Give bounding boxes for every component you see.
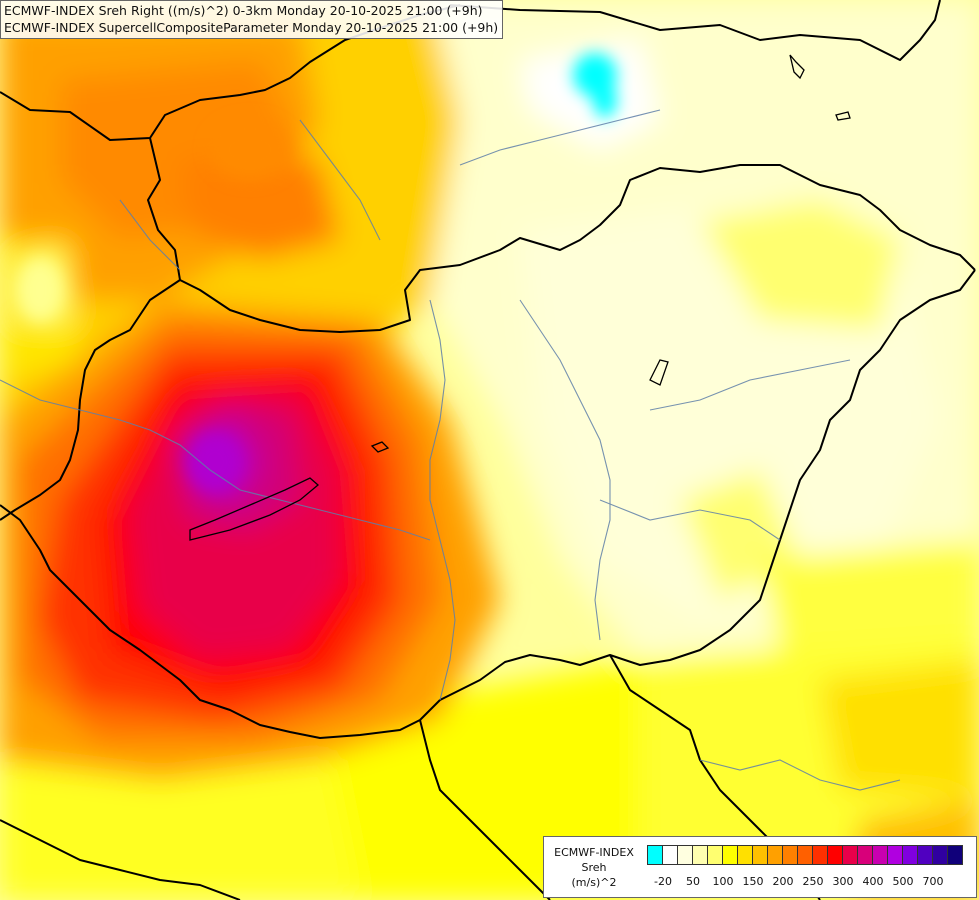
legend-swatch: [902, 845, 918, 865]
legend-tick-label: 250: [802, 875, 824, 888]
legend-swatch: [767, 845, 783, 865]
legend-swatch: [782, 845, 798, 865]
legend-tick-label: -20: [654, 875, 672, 888]
title-line-scp: ECMWF-INDEX SupercellCompositeParameter …: [4, 20, 499, 35]
legend-ticks: -20 50 100 150 200 250 300 400 500 700: [647, 875, 977, 889]
legend-swatch: [842, 845, 858, 865]
sreh-detail-patches: [18, 53, 617, 492]
legend-swatch: [662, 845, 678, 865]
legend-swatch: [752, 845, 768, 865]
legend-swatch: [887, 845, 903, 865]
legend-swatch: [722, 845, 738, 865]
legend-tick-label: 100: [712, 875, 734, 888]
legend-swatch: [737, 845, 753, 865]
legend-swatch: [857, 845, 873, 865]
legend-model: ECMWF-INDEX: [554, 846, 634, 859]
legend-swatch: [827, 845, 843, 865]
lakes: [189, 54, 851, 541]
legend-swatch: [647, 845, 663, 865]
legend-swatch: [932, 845, 948, 865]
legend-swatch: [917, 845, 933, 865]
legend-swatch: [947, 845, 963, 865]
legend-tick-label: 700: [922, 875, 944, 888]
legend-swatch: [677, 845, 693, 865]
map-title-box: ECMWF-INDEX Sreh Right ((m/s)^2) 0-3km M…: [0, 0, 504, 39]
legend-variable: Sreh: [581, 861, 607, 874]
legend-tick-label: 50: [686, 875, 700, 888]
legend-swatch: [707, 845, 723, 865]
legend-swatch: [872, 845, 888, 865]
color-scale-legend: ECMWF-INDEX Sreh (m/s)^2 -20 50 100 150 200 2…: [543, 836, 977, 898]
legend-unit: (m/s)^2: [571, 876, 617, 889]
legend-swatch: [797, 845, 813, 865]
legend-tick-label: 400: [862, 875, 884, 888]
legend-tick-label: 150: [742, 875, 764, 888]
rivers: [0, 109, 901, 791]
legend-swatch: [812, 845, 828, 865]
legend-tick-label: 200: [772, 875, 794, 888]
legend-swatch: [692, 845, 708, 865]
title-line-sreh: ECMWF-INDEX Sreh Right ((m/s)^2) 0-3km M…: [4, 3, 483, 18]
legend-tick-label: 500: [892, 875, 914, 888]
legend-tick-label: 300: [832, 875, 854, 888]
legend-label: ECMWF-INDEX Sreh (m/s)^2: [548, 845, 640, 890]
legend-swatches: [647, 845, 963, 865]
